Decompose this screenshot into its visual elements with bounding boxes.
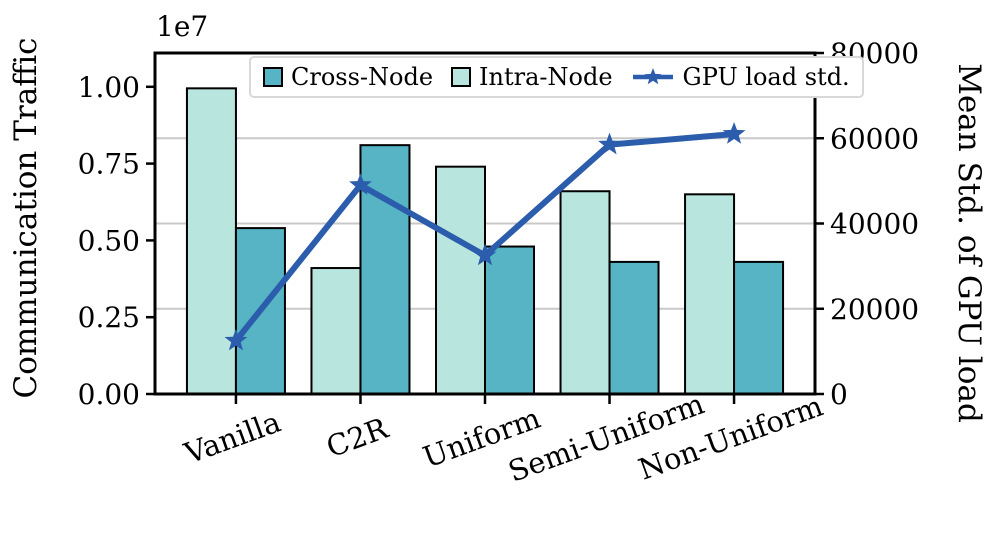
x-category-label-Vanilla: Vanilla: [179, 405, 285, 471]
x-category-label-C2R: C2R: [322, 411, 393, 465]
right-tick-label: 60000: [830, 122, 919, 155]
left-tick-label: 0.75: [78, 148, 140, 181]
plot-border: [153, 51, 817, 396]
right-tick-label: 20000: [830, 293, 919, 326]
star-marker-Uniform: [473, 243, 497, 266]
legend-item-gpu-load-std: GPU load std.: [631, 63, 850, 91]
left-tick-label: 0.25: [78, 301, 140, 334]
legend-line-marker-svg: [632, 68, 673, 85]
legend-item-cross-node: Cross-Node: [263, 63, 433, 91]
legend-label-cross-node: Cross-Node: [291, 63, 434, 91]
star-marker-Vanilla: [224, 328, 248, 351]
bar-intra-node-Uniform: [435, 165, 486, 395]
bar-intra-node-Vanilla: [185, 87, 237, 395]
legend-label-intra-node: Intra-Node: [479, 63, 613, 91]
bar-intra-node-C2R: [310, 267, 362, 395]
left-tick-label: 1.00: [78, 71, 140, 104]
bar-cross-node-Uniform: [484, 245, 535, 395]
intra-node-swatch-icon: [451, 67, 472, 87]
left-tick-label: 0.50: [78, 224, 140, 257]
star-marker-C2R: [349, 173, 372, 195]
cross-node-swatch-icon: [263, 67, 283, 87]
line-star-marker-icon: [631, 66, 675, 88]
legend-item-intra-node: Intra-Node: [451, 63, 613, 91]
legend-label-gpu-load-std: GPU load std.: [682, 63, 850, 91]
star-marker-Semi-Uniform: [598, 132, 621, 155]
star-marker-Non-Uniform: [722, 122, 746, 144]
bar-cross-node-Non-Uniform: [733, 260, 785, 396]
legend: Cross-Node Intra-Node GPU load std.: [249, 56, 864, 98]
right-tick-label: 0: [830, 378, 848, 411]
bar-intra-node-Semi-Uniform: [559, 190, 611, 395]
right-tick-label: 40000: [830, 208, 919, 241]
bar-intra-node-Non-Uniform: [684, 193, 736, 395]
bar-cross-node-Semi-Uniform: [608, 260, 660, 396]
left-tick-label: 0.00: [78, 378, 140, 411]
axis-offset-text: 1e7: [156, 10, 209, 43]
